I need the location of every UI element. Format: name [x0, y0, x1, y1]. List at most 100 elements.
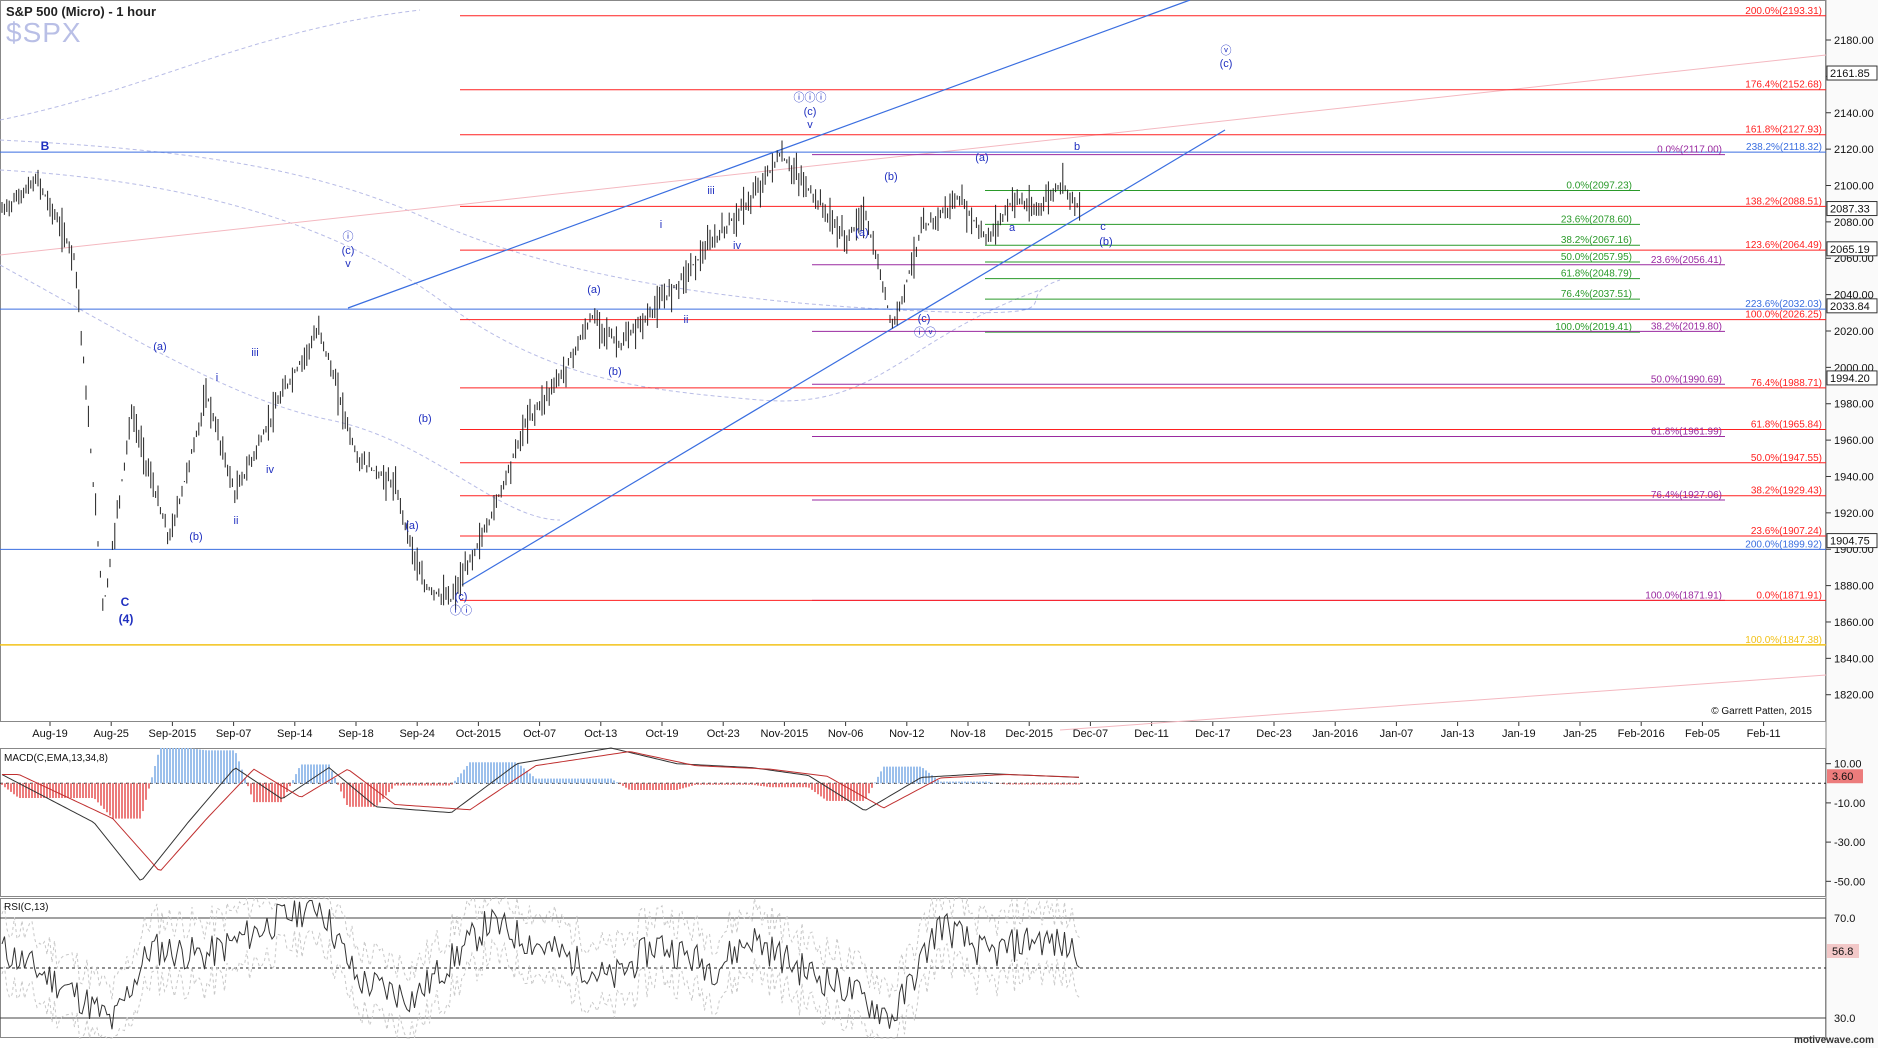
- macd-histogram-bar: [439, 783, 441, 785]
- macd-histogram-bar: [769, 783, 771, 787]
- fib-label: 76.4%(2037.51): [1561, 289, 1632, 300]
- macd-histogram-bar: [757, 783, 759, 785]
- macd-histogram-bar: [793, 783, 795, 787]
- macd-histogram-bar: [37, 783, 39, 798]
- macd-histogram-bar: [1042, 783, 1044, 784]
- macd-histogram-bar: [175, 748, 177, 783]
- wave-label: (a): [405, 520, 418, 532]
- macd-histogram-bar: [781, 783, 783, 787]
- macd-histogram-bar: [475, 762, 477, 783]
- macd-histogram-bar: [811, 783, 813, 790]
- price-bars: [2, 140, 1080, 610]
- macd-histogram-bar: [283, 783, 285, 798]
- macd-histogram-bar: [904, 767, 906, 784]
- fib-label: 50.0%(2057.95): [1561, 252, 1632, 263]
- macd-histogram-bar: [607, 779, 609, 784]
- macd-histogram-bar: [61, 783, 63, 798]
- macd-histogram-bar: [1015, 783, 1017, 784]
- wave-label: i: [660, 219, 662, 231]
- macd-histogram-bar: [652, 783, 654, 790]
- macd-histogram-bar: [265, 783, 267, 802]
- macd-histogram-bar: [484, 762, 486, 783]
- macd-histogram-bar: [535, 779, 537, 784]
- macd-histogram-bar: [202, 750, 204, 783]
- wave-label: ⓥ: [1221, 44, 1232, 57]
- macd-histogram-bar: [523, 768, 525, 783]
- macd-histogram-bar: [700, 783, 702, 784]
- macd-histogram-bar: [586, 779, 588, 784]
- macd-histogram-bar: [655, 783, 657, 790]
- macd-histogram-bar: [427, 783, 429, 785]
- macd-histogram-bar: [424, 783, 426, 785]
- y-tick-label: 1820.00: [1834, 690, 1874, 702]
- wave-label: ii: [234, 515, 239, 527]
- y-tick-label: 2020.00: [1834, 326, 1874, 338]
- macd-histogram-bar: [784, 783, 786, 787]
- x-tick-label: Aug-19: [32, 728, 67, 740]
- macd-histogram-bar: [742, 783, 744, 784]
- macd-histogram-bar: [127, 783, 129, 818]
- macd-histogram-bar: [829, 783, 831, 801]
- macd-histogram-bar: [268, 783, 270, 802]
- macd-histogram-bar: [559, 779, 561, 784]
- macd-histogram-bar: [331, 771, 333, 783]
- macd-histogram-bar: [442, 783, 444, 785]
- macd-histogram-bar: [259, 783, 261, 802]
- macd-histogram-bar: [550, 779, 552, 784]
- macd-histogram-bar: [85, 783, 87, 798]
- fib-label: 38.2%(2067.16): [1561, 235, 1632, 246]
- macd-histogram-bar: [979, 782, 981, 784]
- macd-histogram-bar: [949, 782, 951, 784]
- macd-y-label: -50.00: [1834, 876, 1865, 888]
- macd-histogram-bar: [100, 783, 102, 805]
- macd-histogram-bar: [1078, 783, 1080, 784]
- macd-histogram-bar: [163, 748, 165, 783]
- macd-histogram-bar: [814, 783, 816, 792]
- x-tick-label: Oct-19: [645, 728, 678, 740]
- macd-histogram-bar: [349, 783, 351, 807]
- price-tag-label: 1994.20: [1830, 373, 1870, 385]
- fib-label: 61.8%(1961.99): [1651, 426, 1722, 437]
- macd-histogram-bar: [754, 783, 756, 785]
- macd-histogram-bar: [409, 783, 411, 785]
- x-tick-label: Oct-07: [523, 728, 556, 740]
- y-tick-label: 1920.00: [1834, 508, 1874, 520]
- macd-histogram-bar: [697, 783, 699, 784]
- macd-histogram-bar: [460, 773, 462, 783]
- fib-label: 161.8%(2127.93): [1745, 125, 1822, 136]
- wave-label: (c): [455, 591, 468, 603]
- macd-histogram-bar: [49, 783, 51, 798]
- macd-histogram-bar: [1072, 783, 1074, 784]
- macd-histogram-bar: [193, 749, 195, 784]
- macd-histogram-bar: [106, 783, 108, 812]
- rsi-title: RSI(C,13): [4, 902, 48, 913]
- macd-histogram-bar: [445, 783, 447, 785]
- macd-histogram-bar: [136, 783, 138, 818]
- panel-frame: [1, 1, 1826, 722]
- author-credit: © Garrett Patten, 2015: [1711, 706, 1812, 717]
- macd-histogram-bar: [583, 779, 585, 784]
- macd-histogram-bar: [139, 783, 141, 818]
- macd-histogram-bar: [571, 779, 573, 784]
- wave-label: iv: [733, 240, 741, 252]
- macd-histogram-bar: [451, 783, 453, 784]
- macd-histogram-bar: [430, 783, 432, 785]
- macd-histogram-bar: [802, 783, 804, 787]
- wave-label: v: [345, 258, 351, 270]
- macd-histogram-bar: [667, 783, 669, 790]
- macd-histogram-bar: [208, 750, 210, 783]
- macd-histogram-bar: [307, 764, 309, 783]
- wave-label: v: [807, 119, 813, 131]
- macd-histogram-bar: [169, 748, 171, 783]
- macd-histogram-bar: [184, 748, 186, 783]
- macd-histogram-bar: [403, 783, 405, 785]
- fib-label: 0.0%(2117.00): [1657, 145, 1722, 156]
- macd-histogram-bar: [73, 783, 75, 798]
- macd-histogram-bar: [457, 777, 459, 783]
- macd-histogram-bar: [763, 783, 765, 786]
- macd-histogram-bar: [691, 783, 693, 785]
- macd-histogram-bar: [736, 783, 738, 784]
- wave-label: (c): [342, 245, 355, 257]
- macd-histogram-bar: [895, 767, 897, 784]
- macd-histogram-bar: [322, 764, 324, 783]
